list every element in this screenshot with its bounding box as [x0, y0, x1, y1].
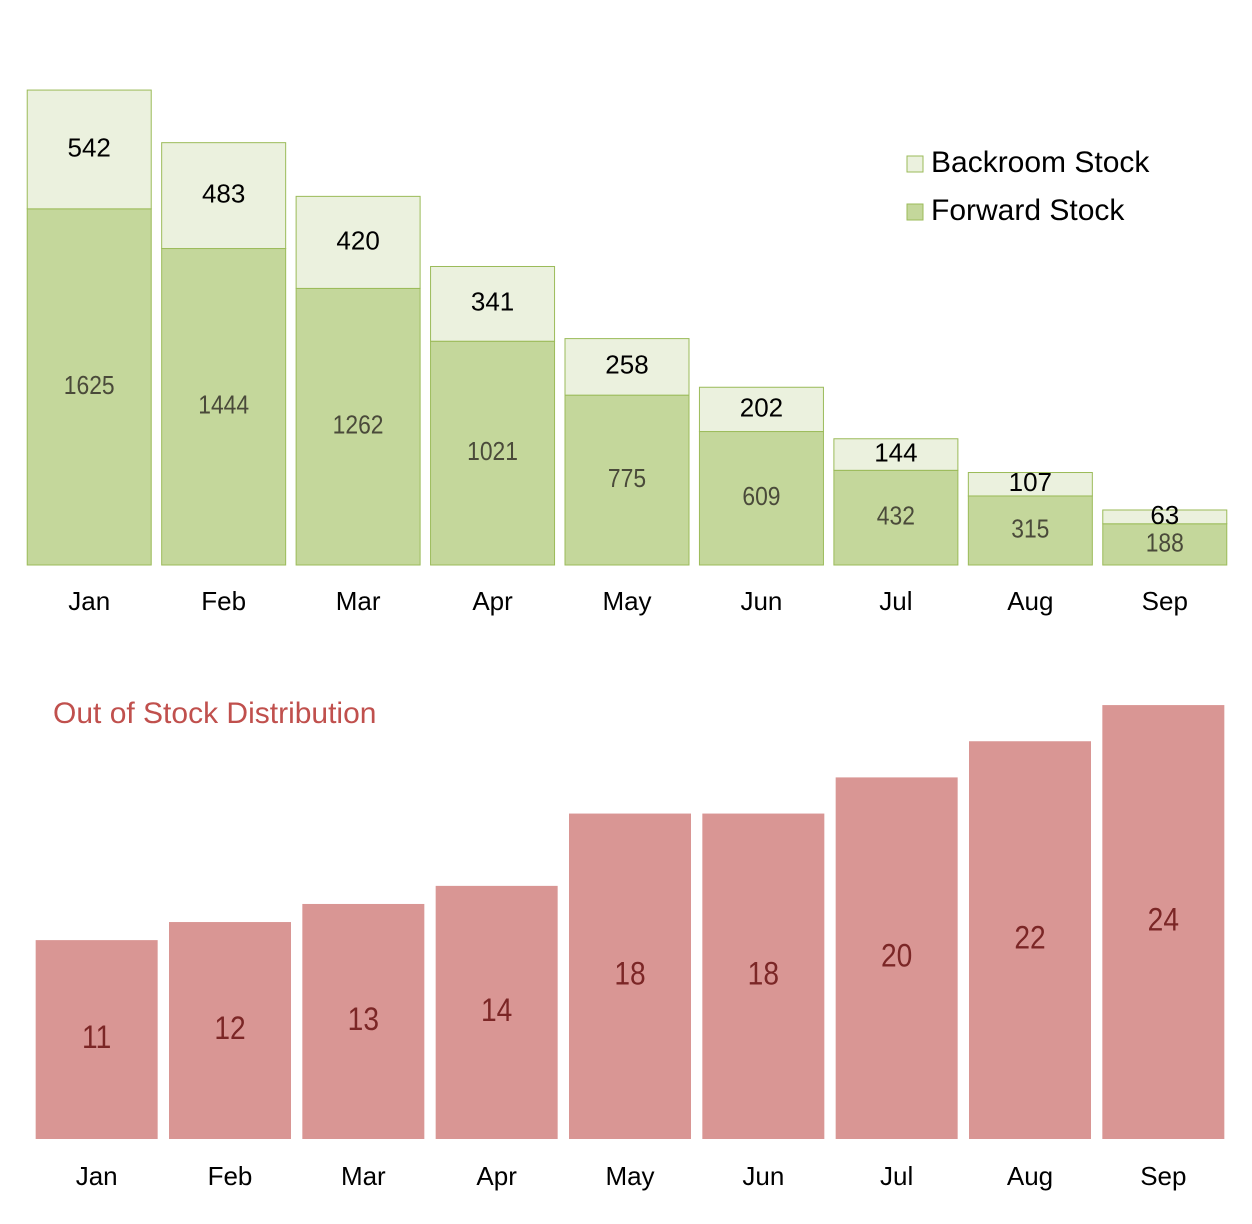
data-label: 315 — [1011, 515, 1049, 544]
bar — [1102, 705, 1225, 1139]
data-label: 775 — [608, 465, 646, 494]
bar — [35, 940, 158, 1139]
bar-segment — [564, 394, 690, 566]
x-tick-label: Jun — [740, 586, 782, 616]
data-label: 14 — [481, 993, 512, 1028]
x-tick-label: Apr — [476, 1161, 517, 1191]
x-tick-label: Jul — [880, 1161, 913, 1191]
bar-segment — [967, 472, 1093, 497]
data-label: 1444 — [198, 391, 249, 420]
data-label: 188 — [1146, 529, 1184, 558]
legend-label: Backroom Stock — [931, 146, 1150, 179]
data-label: 18 — [614, 957, 645, 992]
bar-segment — [161, 142, 287, 250]
legend-swatch — [906, 155, 924, 173]
bar-segment — [430, 340, 556, 566]
x-tick-label: Sep — [1142, 586, 1188, 616]
x-tick-label: Jan — [76, 1161, 118, 1191]
x-tick-label: Jun — [742, 1161, 784, 1191]
chart-title: Out of Stock Distribution — [53, 697, 376, 730]
legend-swatch — [906, 203, 924, 221]
bar — [969, 741, 1091, 1139]
x-tick-label: Aug — [1007, 1161, 1053, 1191]
bar-segment — [833, 469, 959, 566]
bar — [302, 903, 425, 1139]
data-label: 341 — [471, 287, 514, 317]
bar — [569, 813, 691, 1139]
bar — [435, 885, 558, 1139]
data-label: 107 — [1009, 467, 1052, 497]
bar-segment — [564, 338, 690, 396]
bar — [835, 777, 958, 1139]
data-label: 483 — [202, 178, 245, 208]
x-tick-label: Mar — [341, 1161, 386, 1191]
bar-segment — [833, 438, 959, 471]
x-tick-label: Jul — [879, 586, 912, 616]
bar-segment — [26, 208, 152, 566]
data-label: 12 — [214, 1011, 245, 1046]
data-label: 24 — [1148, 903, 1179, 938]
bar-segment — [26, 89, 152, 210]
data-label: 18 — [748, 957, 779, 992]
x-tick-label: May — [602, 586, 651, 616]
data-label: 258 — [605, 350, 648, 380]
bar-segment — [967, 495, 1093, 566]
x-tick-label: Feb — [201, 586, 246, 616]
data-label: 420 — [336, 225, 379, 255]
data-label: 1021 — [467, 438, 518, 467]
x-tick-label: May — [605, 1161, 654, 1191]
x-tick-label: Sep — [1140, 1161, 1186, 1191]
bar-segment — [1102, 523, 1228, 566]
x-tick-label: Aug — [1007, 586, 1053, 616]
x-tick-label: Apr — [472, 586, 513, 616]
data-label: 22 — [1014, 921, 1045, 956]
data-label: 202 — [740, 392, 783, 422]
bar-segment — [698, 431, 824, 566]
data-label: 542 — [68, 132, 111, 162]
bar-segment — [295, 287, 421, 566]
data-label: 1625 — [64, 371, 115, 400]
bar-segment — [430, 265, 556, 342]
data-label: 63 — [1150, 500, 1179, 530]
data-label: 609 — [742, 483, 780, 512]
legend-label: Forward Stock — [931, 194, 1125, 227]
x-tick-label: Mar — [336, 586, 381, 616]
data-label: 1262 — [333, 411, 384, 440]
bar-segment — [698, 386, 824, 433]
data-label: 11 — [82, 1020, 111, 1055]
data-label: 432 — [877, 502, 915, 531]
data-label: 144 — [874, 437, 917, 467]
data-label: 20 — [881, 939, 912, 974]
data-label: 13 — [348, 1002, 379, 1037]
x-tick-label: Jan — [68, 586, 110, 616]
bar-segment — [1102, 509, 1228, 525]
x-tick-label: Feb — [208, 1161, 253, 1191]
bar-segment — [295, 195, 421, 289]
bar — [702, 813, 825, 1139]
bar — [169, 922, 291, 1139]
